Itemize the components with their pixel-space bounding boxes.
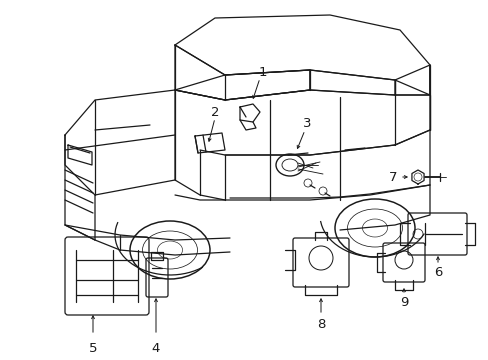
Text: 1: 1	[258, 66, 267, 78]
Text: 6: 6	[433, 266, 441, 279]
Text: 2: 2	[210, 105, 219, 118]
Text: 5: 5	[88, 342, 97, 355]
Text: 8: 8	[316, 319, 325, 332]
Text: 7: 7	[388, 171, 396, 184]
Text: 9: 9	[399, 297, 407, 310]
Text: 3: 3	[302, 117, 311, 130]
Text: 4: 4	[151, 342, 160, 355]
